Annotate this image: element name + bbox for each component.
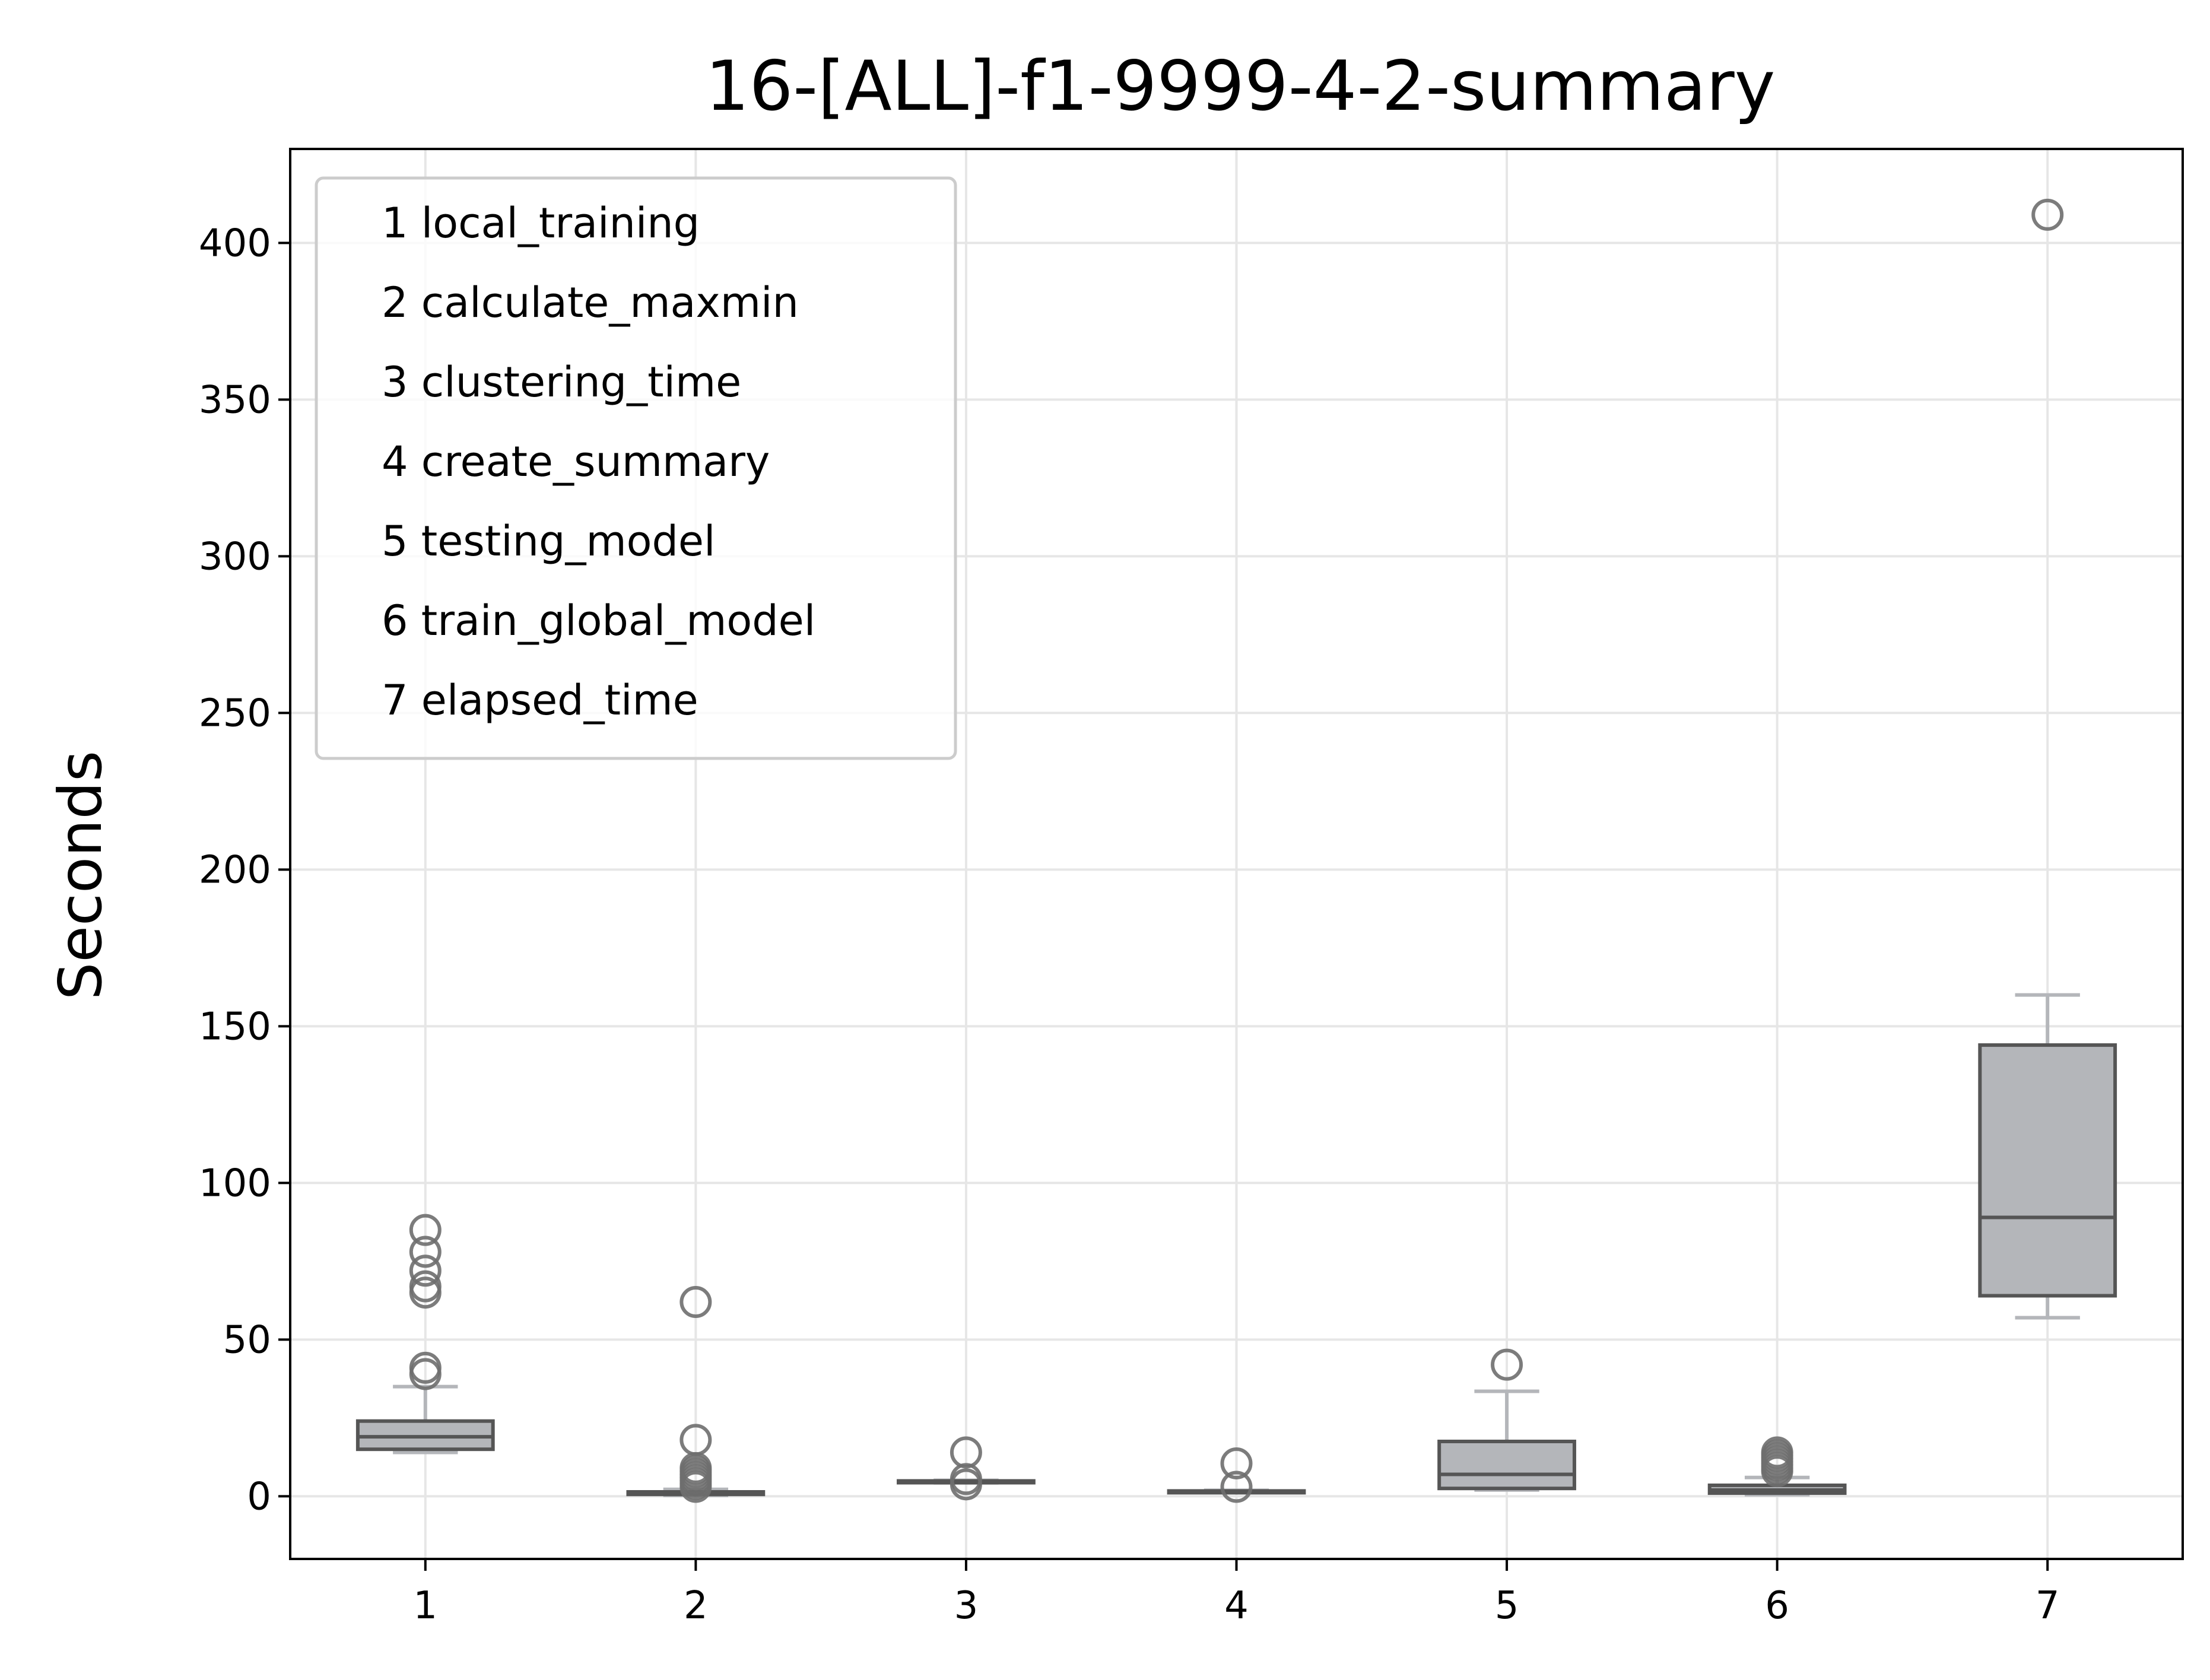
outlier-point xyxy=(409,1236,442,1268)
y-tick-label: 200 xyxy=(199,848,271,892)
x-tick-label: 1 xyxy=(413,1584,437,1628)
legend-box xyxy=(315,176,957,760)
y-tick-label: 0 xyxy=(247,1475,271,1519)
chart-title: 16-[ALL]-f1-9999-4-2-summary xyxy=(706,46,1776,126)
x-tick-label: 6 xyxy=(1765,1584,1789,1628)
outlier-point xyxy=(679,1286,712,1319)
x-tick-label: 2 xyxy=(684,1584,708,1628)
legend-entry: 7 elapsed_time xyxy=(382,676,698,725)
x-ticks: 1 2 3 4 5 6 7 xyxy=(413,1559,2060,1628)
legend-entry: 3 clustering_time xyxy=(382,358,741,406)
legend-entry: 5 testing_model xyxy=(382,517,715,566)
y-tick-label: 350 xyxy=(199,378,271,422)
box-group-2 xyxy=(626,1286,766,1503)
box-group-7 xyxy=(1978,198,2117,1320)
box-group-4 xyxy=(1167,1447,1306,1503)
outlier-point xyxy=(409,1351,442,1384)
outlier-point xyxy=(1220,1471,1253,1503)
y-ticks: 0 50 100 150 200 250 300 350 400 xyxy=(199,221,290,1519)
x-tick-label: 7 xyxy=(2036,1584,2060,1628)
legend-entry: 4 create_summary xyxy=(382,437,770,486)
x-tick-label: 4 xyxy=(1224,1584,1249,1628)
y-tick-label: 300 xyxy=(199,535,271,579)
legend-entry: 2 calculate_maxmin xyxy=(382,278,799,327)
y-tick-label: 100 xyxy=(199,1161,271,1205)
outlier-point xyxy=(950,1463,982,1495)
box-group-3 xyxy=(897,1436,1036,1501)
legend-entry: 6 train_global_model xyxy=(382,596,815,645)
box-group-1 xyxy=(355,1214,495,1454)
outlier-point xyxy=(679,1424,712,1456)
outlier-point xyxy=(409,1270,442,1303)
box-iqr xyxy=(1978,1043,2117,1298)
boxes xyxy=(355,198,2117,1503)
y-tick-label: 250 xyxy=(199,691,271,735)
legend-entry: 1 local_training xyxy=(382,199,700,247)
box-group-6 xyxy=(1707,1436,1847,1497)
box-group-5 xyxy=(1437,1348,1576,1492)
outlier-point xyxy=(1491,1348,1523,1381)
y-tick-label: 400 xyxy=(199,221,271,265)
y-tick-label: 150 xyxy=(199,1005,271,1049)
box-iqr xyxy=(1437,1440,1576,1491)
outlier-point xyxy=(409,1214,442,1246)
outlier-point xyxy=(1761,1436,1793,1469)
outlier-point xyxy=(2031,198,2064,231)
outlier-point xyxy=(950,1436,982,1469)
legend: 1 local_training 2 calculate_maxmin 3 clus… xyxy=(315,176,957,760)
outlier-point xyxy=(409,1255,442,1287)
y-tick-label: 50 xyxy=(223,1318,271,1362)
x-tick-label: 3 xyxy=(954,1584,979,1628)
outlier-point xyxy=(1220,1447,1253,1479)
x-tick-label: 5 xyxy=(1495,1584,1519,1628)
y-axis-label: Seconds xyxy=(46,751,115,1000)
